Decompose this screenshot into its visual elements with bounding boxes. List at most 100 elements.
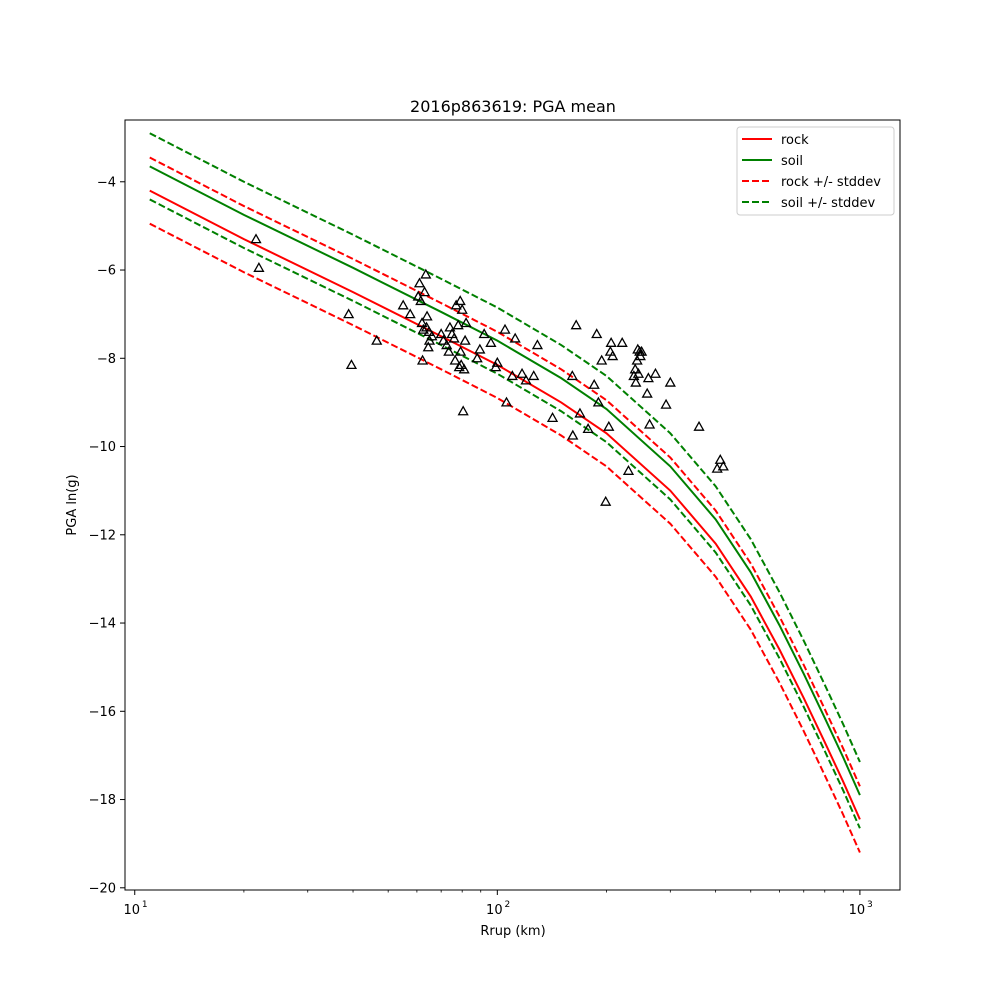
observation-point [506, 370, 518, 381]
observation-point [459, 334, 471, 345]
y-tick-label: −4 [97, 175, 116, 190]
observation-point [449, 354, 461, 365]
observation-point [485, 337, 497, 347]
observation-point [343, 308, 355, 319]
legend-label: soil [781, 154, 803, 169]
observation-point [345, 359, 358, 370]
observation-point [632, 367, 645, 378]
observation-point [423, 325, 435, 336]
observation-point [397, 299, 409, 310]
y-tick-label: −6 [97, 264, 116, 279]
observation-point [714, 453, 726, 464]
y-tick-label: −14 [89, 617, 116, 632]
observation-point [474, 343, 486, 354]
observation-point [628, 370, 640, 381]
observation-point [622, 464, 635, 475]
observation-point [417, 323, 429, 334]
observation-point [435, 328, 447, 339]
observation-point [490, 361, 502, 372]
legend-label: rock [781, 133, 809, 148]
observation-point [531, 339, 544, 350]
legend-box [736, 126, 895, 216]
observation-point [603, 420, 615, 431]
observation-point [250, 233, 262, 244]
observation-point [457, 405, 469, 416]
observation-point [456, 303, 468, 314]
series-lines [149, 132, 861, 853]
x-tick-label-exponent: 2 [504, 900, 510, 910]
observation-point [616, 337, 628, 347]
observation-point [404, 308, 416, 319]
x-tick-label-exponent: 1 [142, 900, 148, 910]
observation-point [253, 261, 265, 272]
observation-point [455, 359, 467, 370]
observation-point [592, 396, 605, 407]
observation-points [250, 233, 729, 506]
observation-point [448, 332, 460, 343]
observation-point [630, 376, 642, 387]
x-tick-label: 10 [486, 903, 503, 918]
observation-point [629, 363, 641, 374]
y-axis-label: PGA ln(g) [65, 474, 80, 535]
observation-point [454, 295, 466, 306]
observation-point [570, 319, 582, 330]
observation-point [717, 460, 729, 471]
observation-point [693, 420, 705, 431]
x-tick-label-exponent: 3 [867, 900, 873, 910]
legend: rock soil rock +/- stddev soil +/- stddev [736, 126, 895, 216]
observation-point [566, 370, 578, 381]
observation-point [471, 352, 483, 363]
observation-point [454, 345, 467, 356]
observation-point [600, 495, 612, 506]
observation-point [649, 367, 662, 378]
y-tick-label: −12 [89, 528, 116, 543]
observation-point [641, 387, 653, 398]
observation-point [443, 345, 455, 356]
observation-point [444, 321, 456, 332]
observation-point [420, 268, 432, 279]
series-line-0 [149, 189, 861, 820]
series-line-2 [149, 156, 861, 787]
legend-label: soil +/- stddev [781, 196, 876, 211]
observation-point [607, 350, 619, 361]
observation-point [371, 334, 383, 345]
observation-point [635, 345, 648, 356]
observation-point [500, 396, 513, 407]
observation-point [416, 354, 429, 365]
observation-point [528, 370, 540, 381]
y-tick-label: −20 [89, 881, 116, 896]
observation-point [596, 354, 608, 365]
observation-point [660, 398, 672, 409]
x-axis-label: Rrup (km) [480, 924, 545, 939]
y-tick-label: −16 [89, 705, 116, 720]
y-tick-label: −18 [89, 793, 116, 808]
observation-point [458, 363, 470, 374]
x-tick-label: 10 [123, 903, 140, 918]
observation-point [574, 407, 586, 418]
observation-point [415, 295, 427, 306]
observation-point [516, 367, 528, 378]
legend-label: rock +/- stddev [781, 175, 881, 190]
observation-point [422, 341, 434, 352]
x-tick-label: 10 [849, 903, 866, 918]
observation-point [567, 429, 579, 440]
series-line-5 [149, 198, 861, 829]
y-tick-label: −10 [89, 440, 116, 455]
chart-title: 2016p863619: PGA mean [410, 97, 616, 116]
y-tick-label: −8 [97, 352, 116, 367]
series-line-3 [149, 222, 861, 853]
observation-point [452, 319, 464, 330]
observation-point [453, 361, 465, 372]
observation-point [509, 332, 521, 343]
observation-point [437, 334, 450, 345]
observation-point [499, 323, 511, 334]
observation-point [643, 418, 656, 429]
x-axis-ticks: 10 1 10 2 10 3 [123, 890, 873, 918]
series-line-1 [149, 165, 861, 796]
observation-point [418, 286, 431, 297]
observation-point [588, 378, 600, 389]
y-axis-ticks: −4 −6 −8 −10 −12 −14 −16 −18 −20 [89, 175, 125, 896]
legend-items: rock soil rock +/- stddev soil +/- stddev [742, 133, 881, 211]
series-line-4 [149, 132, 861, 763]
